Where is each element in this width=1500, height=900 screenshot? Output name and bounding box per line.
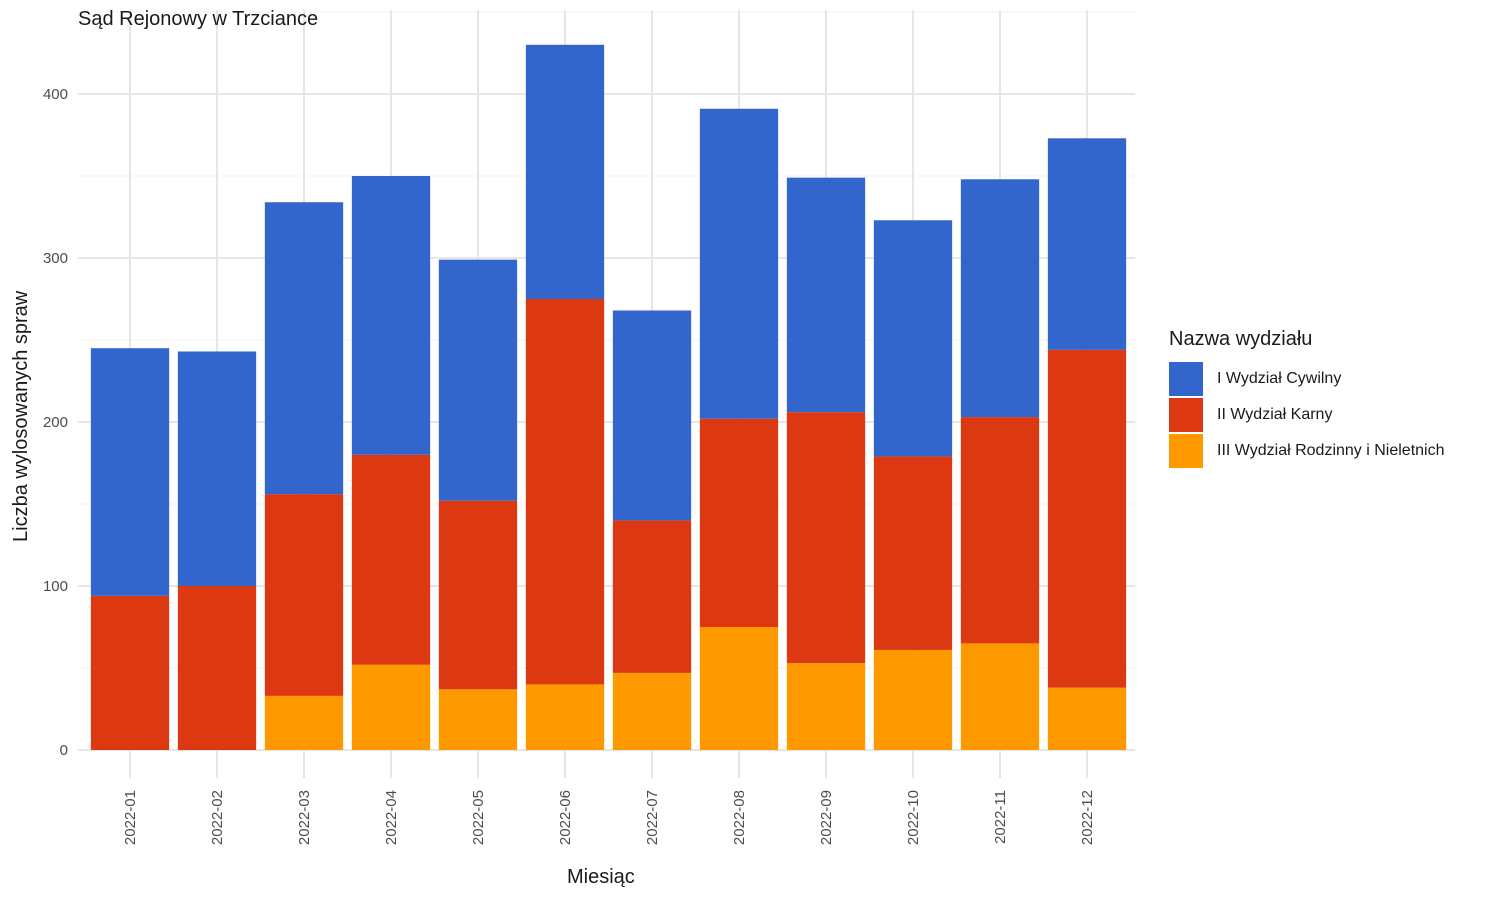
- bar-karny-2022-10: [873, 456, 953, 650]
- y-tick-label: 200: [43, 414, 68, 431]
- legend-swatch-rodzinny: [1169, 434, 1203, 468]
- y-tick-label: 400: [43, 86, 68, 103]
- x-tick-label: 2022-02: [209, 790, 226, 845]
- y-tick-label: 0: [60, 742, 68, 759]
- legend-swatch-karny: [1169, 398, 1203, 432]
- bar-stacks: [90, 44, 1127, 750]
- bar-cywilny-2022-08: [699, 108, 779, 419]
- x-tick-labels: 2022-01 2022-02 2022-03 2022-04 2022-05 2022-…: [122, 790, 1096, 845]
- bar-rodzinny-2022-07: [612, 672, 692, 750]
- x-tick-label: 2022-09: [818, 790, 835, 845]
- bar-karny-2022-03: [264, 494, 344, 696]
- y-tick-labels: 0 100 200 300 400: [43, 86, 68, 759]
- bar-cywilny-2022-04: [351, 176, 431, 455]
- bar-rodzinny-2022-08: [699, 627, 779, 750]
- bar-cywilny-2022-07: [612, 310, 692, 521]
- legend-item-rodzinny: III Wydział Rodzinny i Nieletnich: [1169, 433, 1445, 469]
- bar-karny-2022-12: [1047, 349, 1127, 688]
- bar-cywilny-2022-12: [1047, 138, 1127, 350]
- bar-karny-2022-06: [525, 299, 605, 685]
- bar-cywilny-2022-05: [438, 259, 518, 501]
- chart-title: Sąd Rejonowy w Trzciance: [78, 8, 319, 30]
- bar-karny-2022-01: [90, 595, 170, 750]
- x-tick-label: 2022-10: [905, 790, 922, 845]
- y-tick-label: 300: [43, 250, 68, 267]
- bar-karny-2022-08: [699, 418, 779, 627]
- x-axis-label: Miesiąc: [567, 866, 635, 888]
- bar-karny-2022-09: [786, 412, 866, 664]
- bar-rodzinny-2022-12: [1047, 687, 1127, 750]
- bar-karny-2022-04: [351, 454, 431, 665]
- bar-rodzinny-2022-05: [438, 689, 518, 750]
- bar-karny-2022-05: [438, 500, 518, 690]
- bar-cywilny-2022-03: [264, 202, 344, 495]
- legend-title: Nazwa wydziału: [1169, 328, 1313, 350]
- bar-cywilny-2022-11: [960, 179, 1040, 418]
- bar-cywilny-2022-01: [90, 348, 170, 596]
- bar-karny-2022-02: [177, 586, 257, 750]
- bar-karny-2022-11: [960, 417, 1040, 644]
- legend-label-rodzinny: III Wydział Rodzinny i Nieletnich: [1217, 442, 1445, 459]
- legend-item-cywilny: I Wydział Cywilny: [1169, 361, 1341, 397]
- legend-label-cywilny: I Wydział Cywilny: [1217, 370, 1342, 387]
- x-tick-label: 2022-08: [731, 790, 748, 845]
- y-tick-label: 100: [43, 578, 68, 595]
- legend-item-karny: II Wydział Karny: [1169, 397, 1332, 433]
- x-tick-label: 2022-06: [557, 790, 574, 845]
- x-tick-label: 2022-11: [992, 790, 1009, 844]
- bar-rodzinny-2022-04: [351, 664, 431, 750]
- bar-cywilny-2022-06: [525, 44, 605, 299]
- bar-cywilny-2022-10: [873, 220, 953, 457]
- legend-label-karny: II Wydział Karny: [1217, 406, 1333, 423]
- bar-cywilny-2022-02: [177, 351, 257, 586]
- bar-cywilny-2022-09: [786, 177, 866, 413]
- bar-rodzinny-2022-09: [786, 663, 866, 750]
- x-tick-label: 2022-03: [296, 790, 313, 845]
- x-tick-label: 2022-04: [383, 790, 400, 845]
- x-tick-label: 2022-05: [470, 790, 487, 845]
- bar-rodzinny-2022-03: [264, 695, 344, 750]
- bar-rodzinny-2022-11: [960, 643, 1040, 750]
- x-tick-label: 2022-01: [122, 790, 139, 845]
- bar-rodzinny-2022-10: [873, 649, 953, 750]
- x-tick-label: 2022-07: [644, 790, 661, 845]
- bar-rodzinny-2022-06: [525, 684, 605, 750]
- x-tick-label: 2022-12: [1079, 790, 1096, 845]
- y-axis-label: Liczba wylosowanych spraw: [10, 290, 32, 542]
- bar-karny-2022-07: [612, 520, 692, 673]
- legend-swatch-cywilny: [1169, 362, 1203, 396]
